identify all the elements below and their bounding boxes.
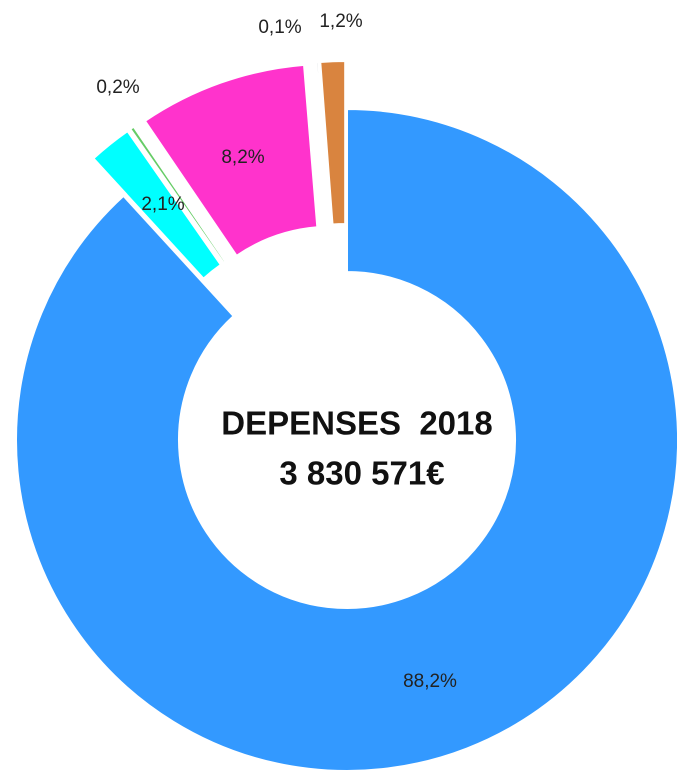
- data-label: 8,2%: [221, 147, 264, 168]
- slice: [315, 61, 332, 226]
- slice: [143, 63, 319, 258]
- slice: [128, 125, 227, 265]
- center-total: 3 830 571€: [279, 455, 444, 492]
- data-label: 2,1%: [141, 194, 184, 215]
- data-label: 1,2%: [319, 11, 362, 32]
- data-label: 0,2%: [96, 77, 139, 98]
- data-label: 88,2%: [403, 671, 457, 692]
- center-title: DEPENSES 2018: [221, 405, 492, 442]
- slice: [319, 60, 347, 226]
- slice: [92, 129, 223, 281]
- data-label: 0,1%: [258, 17, 301, 38]
- slice: [15, 107, 677, 772]
